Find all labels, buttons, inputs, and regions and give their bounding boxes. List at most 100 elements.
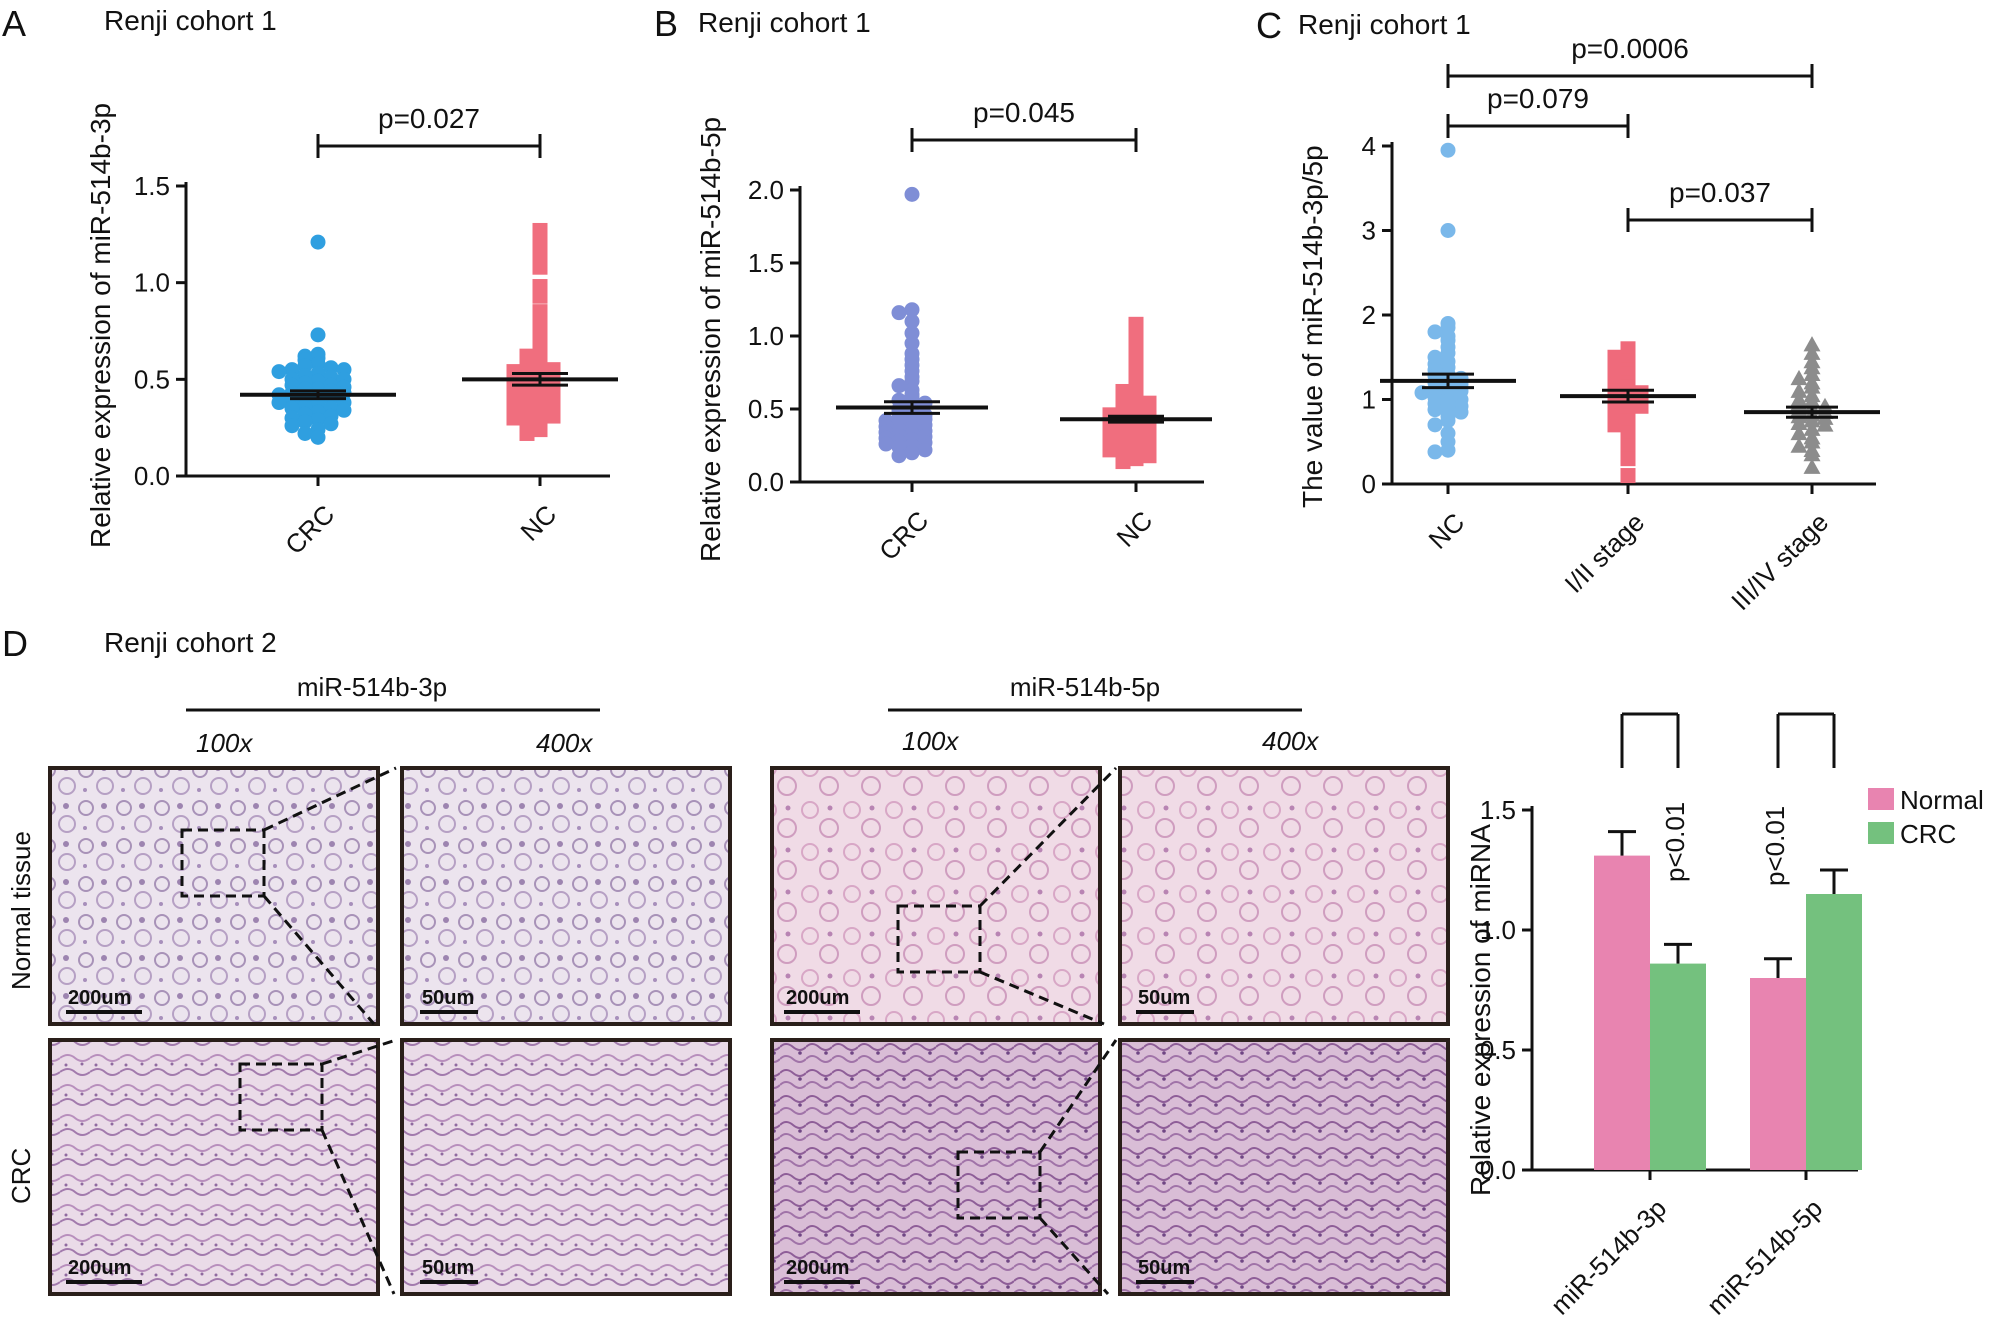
chartB-xtick-label: CRC: [873, 505, 934, 566]
chartA-point: [297, 414, 313, 430]
chartC-xtick-label: NC: [1422, 507, 1470, 555]
panel-c: C Renji cohort 1 The value of miR-514b-3…: [1256, 5, 1880, 616]
chartC-point: [1440, 223, 1456, 238]
chartA-point: [310, 327, 326, 343]
zoom-line-normal-5p-bottom: [979, 970, 1105, 1026]
legend-label-crc: CRC: [1900, 819, 1956, 849]
chartA-ytick-label: 1.0: [134, 268, 170, 298]
scale-label-crc-3p-400x: 50um: [422, 1257, 474, 1279]
chartA-xtick-label: CRC: [279, 499, 340, 560]
chartC-p-value: p=0.037: [1669, 177, 1771, 208]
panel-c-ylabel: The value of miR-514b-3p/5p: [1297, 145, 1328, 508]
chart-d-xtick-label: miR-514b-3p: [1545, 1193, 1672, 1320]
zoom-line-normal-3p-bottom: [262, 895, 376, 1025]
chartA-point: [532, 246, 548, 262]
chartC-point: [1440, 142, 1456, 158]
chartA-point: [323, 416, 339, 432]
zoom-line-normal-3p-top: [263, 766, 397, 832]
chartC-point: [1607, 404, 1623, 420]
chartC-xtick-label: III/IV stage: [1725, 507, 1834, 616]
chartB-point: [1102, 442, 1118, 458]
chartC-p-value: p=0.0006: [1571, 33, 1689, 64]
group-5p-label: miR-514b-5p: [1010, 672, 1160, 702]
panel-b-ylabel: Relative expression of miR-514b-5p: [695, 117, 726, 562]
chartC-p-value: p=0.079: [1487, 83, 1589, 114]
chartB-p-value: p=0.045: [973, 97, 1075, 128]
chartC-point: [1440, 413, 1456, 429]
chart-d-bar-normal-0: [1594, 855, 1650, 1170]
chart-d-ytick-label: 1.5: [1480, 795, 1516, 825]
zoom-line-crc-5p-bottom: [1038, 1216, 1110, 1296]
chartC-point: [1620, 425, 1636, 441]
chartB-point: [904, 186, 920, 202]
zoom-box-normal-3p: [180, 828, 266, 898]
chartB-ytick-label: 0.0: [748, 467, 784, 497]
chartA-xtick-label: NC: [514, 499, 562, 547]
chartA-point: [519, 406, 535, 422]
chartC-ytick-label: 2: [1362, 300, 1376, 330]
scale-label-normal-5p-100x: 200um: [786, 987, 849, 1009]
chart-d-bar-crc-0: [1650, 963, 1706, 1170]
chart-c: 0 1 2 3 4 NC I/II stage III/IV stage p=0.0006 p=0…: [1362, 33, 1880, 616]
chart-d-p-value: p<0.01: [1660, 802, 1690, 882]
chartC-ytick-label: 4: [1362, 131, 1376, 161]
scale-label-crc-3p-100x: 200um: [68, 1257, 131, 1279]
panel-b-letter: B: [654, 3, 678, 44]
scale-label-normal-3p-400x: 50um: [422, 987, 474, 1009]
chart-d-bar-normal-1: [1750, 978, 1806, 1170]
scale-label-crc-5p-400x: 50um: [1138, 1257, 1190, 1279]
chartA-point: [297, 425, 313, 441]
chartA-ytick-label: 1.5: [134, 171, 170, 201]
chartA-point: [532, 232, 548, 248]
micrograph-normal-3p-400x: [400, 766, 732, 1026]
zoom-line-crc-5p-top: [1038, 1039, 1118, 1153]
chartC-ytick-label: 3: [1362, 216, 1376, 246]
chartA-ytick-label: 0.0: [134, 461, 170, 491]
chartB-point: [1128, 451, 1144, 467]
chartC-point: [1427, 417, 1443, 433]
chartB-point: [904, 313, 920, 329]
micrograph-normal-5p-400x: [1118, 766, 1450, 1026]
chartB-ytick-label: 1.0: [748, 321, 784, 351]
chartB-point: [891, 448, 907, 464]
chartC-point: [1620, 438, 1636, 454]
mag-400x-5p: 400x: [1262, 726, 1319, 756]
scale-label-normal-3p-100x: 200um: [68, 987, 131, 1009]
mag-100x-5p: 100x: [902, 726, 959, 756]
chartA-p-value: p=0.027: [378, 103, 480, 134]
group-3p-label: miR-514b-3p: [297, 672, 447, 702]
mag-400x-3p: 400x: [536, 728, 593, 758]
panel-d: D Renji cohort 2 miR-514b-3p miR-514b-5p…: [2, 623, 1984, 1321]
chartC-point: [1607, 417, 1623, 433]
chartB-point: [904, 445, 920, 461]
bar-legend: Normal CRC: [1868, 785, 1984, 849]
chartC-point: [1803, 458, 1821, 474]
chartC-point: [1803, 412, 1821, 428]
panel-b-cohort: Renji cohort 1: [698, 7, 871, 38]
chart-a: 0.0 0.5 1.0 1.5 CRC NC p=0.027: [134, 103, 618, 560]
chartA-point: [271, 395, 287, 411]
chartB-point: [878, 436, 894, 452]
legend-label-normal: Normal: [1900, 785, 1984, 815]
chartB-ytick-label: 1.5: [748, 248, 784, 278]
chartC-point: [1607, 358, 1623, 374]
zoom-box-crc-5p: [956, 1150, 1042, 1220]
chartC-point: [1790, 369, 1808, 386]
chartA-point: [545, 408, 561, 424]
panel-a-ylabel: Relative expression of miR-514b-3p: [85, 103, 116, 548]
scale-bars: 200um 50um 200um 50um 200um 50um 200um 5…: [66, 987, 1194, 1284]
chartB-point: [891, 305, 907, 321]
chartC-point: [1803, 365, 1821, 381]
mag-100x-3p: 100x: [196, 728, 253, 758]
panel-c-letter: C: [1256, 5, 1282, 46]
panel-d-letter: D: [2, 623, 28, 664]
chart-d-bar: 0.0 0.5 1.0 1.5 p<0.01 miR-514b-3p p<0.01 miR-5…: [1480, 712, 1862, 1321]
chartA-point: [284, 418, 300, 434]
chartC-point: [1803, 445, 1821, 462]
chartA-point: [532, 422, 548, 438]
zoom-line-normal-5p-top: [978, 766, 1118, 908]
legend-swatch-normal: [1868, 788, 1894, 810]
chartC-point: [1790, 414, 1808, 430]
micrograph-crc-5p-400x: [1118, 1038, 1450, 1296]
